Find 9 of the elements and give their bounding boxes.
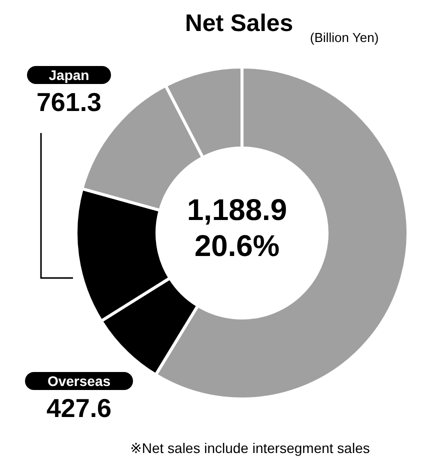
text: ※Net sales include intersegment sales [129, 440, 371, 457]
chart-subtitle: (Billion Yen) [310, 30, 379, 45]
text: 20.6% [193, 229, 281, 265]
text: 1,188.9 [186, 193, 288, 229]
data-label: 427.6 [45, 393, 113, 424]
slice-label: Japan [26, 66, 112, 84]
data-label: 761.3 [35, 87, 103, 118]
slice-label: Overseas [25, 372, 133, 390]
chart-title: Net Sales [185, 10, 294, 38]
